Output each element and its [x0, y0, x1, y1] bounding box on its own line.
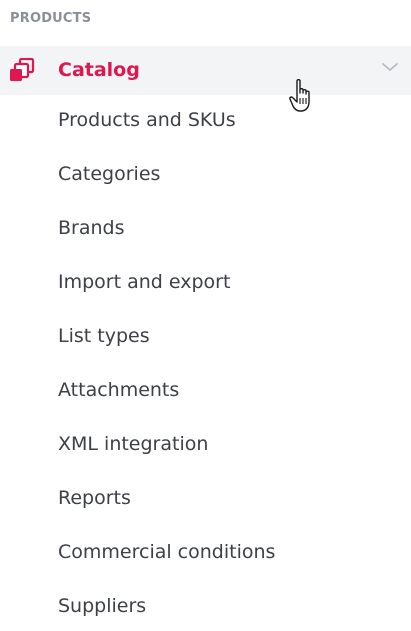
menu-item-reports[interactable]: Reports [58, 487, 131, 509]
menu-item-categories[interactable]: Categories [58, 163, 161, 185]
menu-item-products-and-skus[interactable]: Products and SKUs [58, 109, 236, 131]
menu-item-brands[interactable]: Brands [58, 217, 125, 239]
section-label: PRODUCTS [10, 11, 92, 26]
chevron-down-icon[interactable] [380, 60, 400, 74]
catalog-stack-icon [10, 58, 35, 81]
menu-item-list-types[interactable]: List types [58, 325, 150, 347]
catalog-menu-header[interactable]: Catalog [0, 46, 411, 95]
menu-item-attachments[interactable]: Attachments [58, 379, 180, 401]
menu-item-suppliers[interactable]: Suppliers [58, 595, 147, 617]
menu-item-import-and-export[interactable]: Import and export [58, 271, 231, 293]
menu-item-commercial-conditions[interactable]: Commercial conditions [58, 541, 276, 563]
menu-item-xml-integration[interactable]: XML integration [58, 433, 209, 455]
catalog-menu-label: Catalog [58, 59, 140, 81]
